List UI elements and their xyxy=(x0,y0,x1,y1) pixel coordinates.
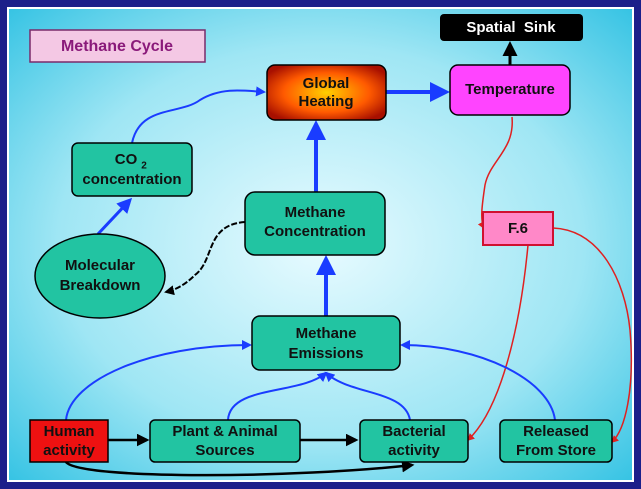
node xyxy=(149,419,301,463)
node-label: Bacterial xyxy=(382,423,445,440)
node xyxy=(359,419,469,463)
arrow xyxy=(552,227,633,444)
node-label: concentration xyxy=(82,171,181,188)
node-label: F.6 xyxy=(508,220,528,237)
node-label: Plant & Animal xyxy=(172,423,277,440)
node-label: Temperature xyxy=(465,81,555,98)
arrow xyxy=(400,340,556,421)
node-label: Molecular xyxy=(65,257,135,274)
title-box xyxy=(29,29,206,63)
node xyxy=(499,419,613,463)
arrow xyxy=(96,197,133,236)
node xyxy=(34,233,166,319)
node xyxy=(244,191,386,256)
node-label: Concentration xyxy=(264,223,366,240)
arrow xyxy=(164,221,246,296)
arrow xyxy=(131,86,266,144)
node-label: Methane xyxy=(296,325,357,342)
arrow xyxy=(466,244,529,442)
arrow xyxy=(65,459,415,477)
node-label: Methane xyxy=(285,204,346,221)
node xyxy=(29,419,109,463)
arrow xyxy=(65,340,252,421)
node-label: Global xyxy=(303,75,350,92)
node-label: Human xyxy=(44,423,95,440)
node-label: Spatial Sink xyxy=(466,19,556,36)
node xyxy=(71,142,193,197)
node-label: Heating xyxy=(298,93,353,110)
node xyxy=(251,315,401,371)
node-label: Released xyxy=(523,423,589,440)
node-label: Emissions xyxy=(288,345,363,362)
node-label: From Store xyxy=(516,442,596,459)
node xyxy=(449,64,571,116)
node xyxy=(482,211,554,246)
arrow xyxy=(324,371,411,421)
node-label: 2 xyxy=(141,161,147,172)
node-label: Sources xyxy=(195,442,254,459)
node-label: Breakdown xyxy=(60,277,141,294)
arrows xyxy=(65,41,633,477)
arrow xyxy=(227,371,328,421)
arrow xyxy=(477,116,513,230)
node xyxy=(440,14,583,41)
node-label: activity xyxy=(43,442,95,459)
node-label: CO xyxy=(115,151,138,168)
title: Methane Cycle xyxy=(61,38,173,55)
node xyxy=(266,64,387,121)
node-label: activity xyxy=(388,442,440,459)
